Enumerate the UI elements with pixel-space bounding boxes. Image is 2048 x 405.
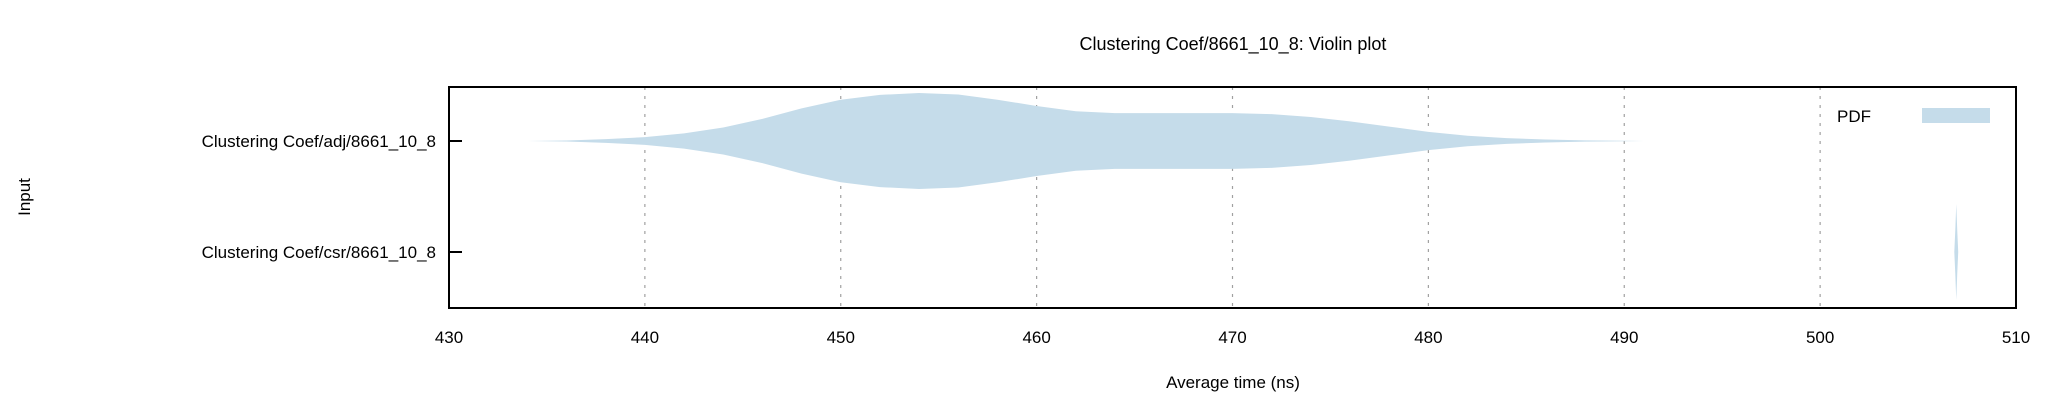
x-tick-label: 510 [2002,328,2030,347]
x-tick-label: 460 [1022,328,1050,347]
legend-label: PDF [1837,107,1871,126]
violins [527,93,1959,300]
x-axis-label: Average time (ns) [1166,373,1300,392]
x-tick-label: 480 [1414,328,1442,347]
y-ticks: Clustering Coef/adj/8661_10_8 Clustering … [202,132,462,262]
chart-title: Clustering Coef/8661_10_8: Violin plot [1080,34,1387,55]
x-tick-label: 470 [1218,328,1246,347]
x-tick-label: 500 [1806,328,1834,347]
x-tick-label: 440 [631,328,659,347]
legend: PDF [1837,107,1990,126]
y-axis-label: Input [15,178,34,216]
violin-shape [1954,204,1959,300]
x-tick-label: 490 [1610,328,1638,347]
y-tick-label: Clustering Coef/adj/8661_10_8 [202,132,436,151]
y-tick-label: Clustering Coef/csr/8661_10_8 [202,243,436,262]
violin-shape [527,93,1644,189]
x-tick-label: 430 [435,328,463,347]
legend-swatch [1922,108,1990,123]
x-tick-label: 450 [827,328,855,347]
plot-frame [448,86,2017,309]
x-ticks: 430 440 450 460 470 480 490 500 510 [435,328,2030,347]
